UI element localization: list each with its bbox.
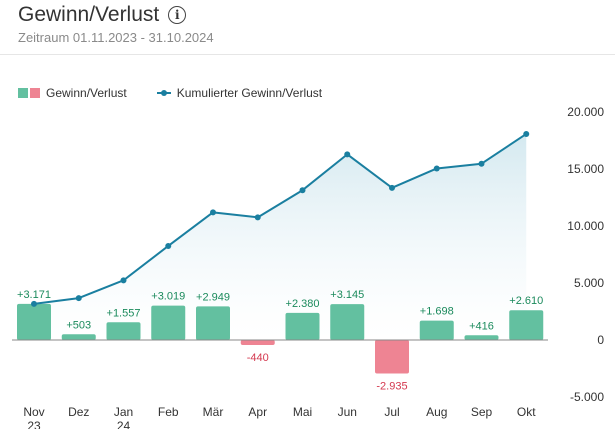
legend-swatch-negative: [30, 88, 40, 98]
chart-legend: Gewinn/Verlust Kumulierter Gewinn/Verlus…: [18, 86, 352, 100]
cumulative-point: [389, 184, 395, 191]
chart-header: Gewinn/Verlust i Zeitraum 01.11.2023 - 3…: [0, 0, 615, 55]
date-range: Zeitraum 01.11.2023 - 31.10.2024: [18, 30, 214, 45]
x-tick-label: Aug: [426, 405, 447, 419]
bar-data-label: +2.380: [286, 298, 320, 310]
bar: [464, 335, 499, 340]
cumulative-point: [523, 130, 530, 137]
bar: [196, 306, 230, 340]
cumulative-point: [299, 187, 306, 194]
bar-data-label: +2.610: [509, 295, 543, 307]
cumulative-point: [478, 160, 485, 167]
bar: [509, 310, 544, 340]
cumulative-point: [75, 295, 82, 302]
bar-data-label: +3.019: [151, 291, 185, 303]
bar: [61, 334, 96, 340]
bar-data-label: +1.698: [420, 306, 454, 318]
x-tick-label: 23: [27, 419, 41, 429]
x-tick-label: Dez: [68, 405, 89, 419]
x-tick-label: Sep: [471, 405, 493, 419]
x-tick-label: 24: [117, 419, 131, 429]
x-tick-label: Jan: [114, 405, 133, 419]
x-tick-label: Feb: [158, 405, 179, 419]
x-tick-label: Jul: [384, 405, 399, 419]
x-tick-label: Jun: [338, 405, 357, 419]
bar-data-label: +3.145: [330, 289, 364, 301]
bar-data-label: -440: [247, 352, 269, 364]
x-tick-label: Nov: [23, 405, 44, 419]
legend-item-line[interactable]: Kumulierter Gewinn/Verlust: [156, 86, 323, 100]
legend-swatch-positive: [18, 88, 28, 98]
legend-swatch-line: [156, 88, 171, 98]
bar-data-label: +1.557: [107, 307, 141, 319]
cumulative-point: [31, 300, 37, 307]
y-tick-label: 10.000: [567, 219, 604, 233]
x-tick-label: Mär: [203, 405, 224, 419]
cumulative-point: [165, 242, 172, 249]
legend-label-bars: Gewinn/Verlust: [46, 86, 127, 100]
bar: [285, 312, 320, 340]
y-tick-label: 5.000: [574, 276, 604, 290]
cumulative-line: [33, 133, 527, 305]
bar: [240, 340, 275, 346]
cumulative-point: [433, 165, 440, 172]
legend-label-line: Kumulierter Gewinn/Verlust: [176, 86, 323, 100]
bar: [419, 320, 454, 340]
y-tick-label: 15.000: [567, 162, 604, 176]
bar: [17, 303, 51, 340]
bar: [375, 340, 409, 374]
y-tick-label: -5.000: [570, 390, 604, 404]
bar-data-label: +416: [469, 320, 494, 332]
bar-data-label: +503: [66, 319, 91, 331]
bar-data-label: +2.949: [196, 291, 230, 303]
y-tick-label: 20.000: [567, 105, 604, 119]
bar: [151, 305, 186, 340]
bar: [330, 304, 365, 340]
cumulative-area: [34, 133, 527, 340]
x-tick-label: Apr: [248, 405, 267, 419]
y-tick-label: 0: [597, 333, 604, 347]
cumulative-point: [120, 277, 127, 284]
title-row: Gewinn/Verlust i: [18, 3, 187, 27]
bar-data-label: +3.171: [17, 289, 51, 301]
x-tick-label: Okt: [517, 405, 536, 419]
bar-data-label: -2.935: [376, 380, 407, 392]
cumulative-point: [344, 151, 351, 158]
cumulative-point: [254, 214, 261, 221]
bar: [106, 322, 141, 340]
cumulative-point: [210, 209, 216, 216]
x-tick-label: Mai: [293, 405, 312, 419]
legend-item-bars[interactable]: Gewinn/Verlust: [18, 86, 127, 100]
info-icon[interactable]: i: [168, 6, 187, 24]
page-title: Gewinn/Verlust: [18, 3, 160, 26]
